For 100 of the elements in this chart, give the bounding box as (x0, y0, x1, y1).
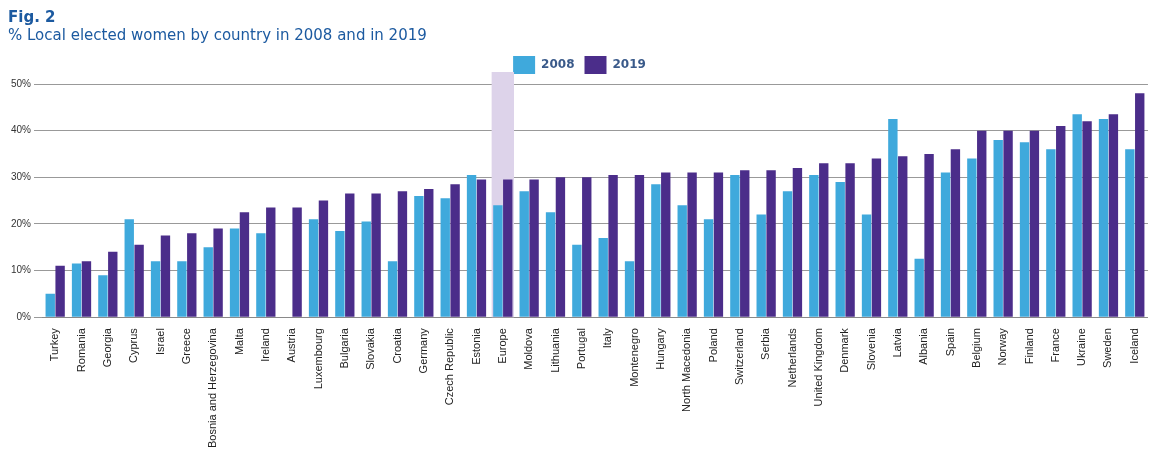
y-tick-label: 20% (11, 217, 32, 229)
bar (924, 153, 934, 317)
x-tick-label: Luxembourg (311, 328, 324, 390)
bar (1003, 130, 1013, 317)
x-tick-label: United Kingdom (811, 328, 824, 407)
x-tick-label: Lithuania (548, 327, 561, 373)
bar (55, 265, 65, 317)
bar (608, 174, 618, 317)
bar (45, 293, 55, 317)
bar (572, 244, 582, 317)
bar (466, 174, 477, 317)
bar (845, 163, 855, 317)
x-tick-label: Belgium (969, 328, 982, 368)
bar (898, 156, 908, 317)
y-tick-label: 0% (16, 310, 32, 322)
x-tick-label: Poland (706, 328, 719, 363)
x-tick-label: Iceland (1127, 328, 1140, 364)
bar (81, 261, 92, 317)
bar (1135, 93, 1145, 317)
bar (545, 212, 556, 317)
bar (292, 207, 302, 317)
bar (703, 219, 714, 317)
x-tick-label: Romania (74, 327, 87, 373)
bar (256, 233, 266, 317)
bar (187, 233, 197, 317)
x-tick-label: Europe (495, 328, 508, 364)
bar (414, 195, 424, 317)
bar (713, 172, 724, 317)
chart-title: Fig. 2 (8, 8, 57, 26)
bar (503, 179, 513, 317)
bar (940, 172, 951, 317)
bar (1029, 130, 1040, 317)
bar (308, 219, 319, 317)
bar (71, 263, 82, 317)
bar (1125, 149, 1135, 317)
bar (809, 174, 819, 317)
bar (134, 244, 144, 317)
bar (150, 261, 161, 317)
bar (387, 261, 398, 317)
bar (177, 261, 187, 317)
x-tick-label: Czech Republic (443, 327, 456, 406)
y-tick-label: 30% (11, 171, 32, 183)
bar (424, 188, 434, 317)
bar (397, 191, 408, 317)
bar (203, 247, 213, 317)
x-tick-label: Israel (153, 328, 166, 356)
bar (1072, 114, 1082, 317)
x-tick-label: Turkey (48, 327, 61, 362)
y-tick-label: 50% (11, 77, 32, 89)
x-tick-label: Bosnia and Herzegovina (206, 327, 219, 448)
x-tick-label: Sweden (1101, 328, 1114, 368)
bar (861, 214, 872, 317)
bar (967, 158, 977, 317)
bar (213, 228, 223, 317)
bar (361, 221, 371, 317)
bar (493, 205, 503, 317)
bar (950, 149, 961, 317)
legend-label: 2019 (612, 57, 646, 72)
bar (239, 212, 250, 317)
x-tick-label: Albania (917, 327, 930, 365)
y-tick-label: 40% (11, 124, 32, 136)
x-tick-label: Slovenia (864, 327, 877, 371)
bar (756, 214, 766, 317)
x-tick-label: Norway (996, 327, 1009, 366)
x-tick-label: Georgia (100, 327, 113, 368)
x-tick-label: North Macedonia (680, 327, 693, 412)
bar (835, 181, 845, 317)
bar (740, 170, 750, 317)
bar (582, 177, 592, 317)
bar (792, 167, 803, 317)
x-tick-label: Estonia (469, 327, 482, 365)
bar (993, 139, 1003, 317)
x-tick-label: Netherlands (785, 327, 798, 388)
bar (1056, 125, 1066, 317)
bar (888, 118, 898, 317)
bar (476, 179, 487, 317)
x-tick-label: Austria (285, 327, 298, 363)
bar (651, 184, 661, 317)
x-tick-label: Hungary (653, 327, 666, 370)
chart-subtitle: % Local elected women by country in 2008 and in 2019 (8, 26, 428, 44)
x-tick-label: Ireland (258, 328, 271, 362)
bar (519, 191, 529, 317)
x-tick-label: Portugal (574, 328, 587, 370)
x-tick-label: Ukraine (1075, 328, 1088, 367)
bar (555, 177, 566, 317)
bar (1019, 142, 1030, 317)
bar (1108, 114, 1119, 317)
x-tick-label: Latvia (890, 327, 903, 358)
bar (1098, 118, 1109, 317)
bar (677, 205, 687, 317)
x-tick-label: Bulgaria (337, 327, 350, 369)
x-tick-label: France (1048, 328, 1061, 363)
bar (318, 200, 329, 317)
bar (108, 251, 118, 317)
x-tick-label: Malta (232, 327, 245, 356)
x-tick-label: Cyprus (127, 327, 140, 363)
bar (440, 198, 450, 317)
bar (782, 191, 793, 317)
bar (871, 158, 882, 317)
bar (977, 130, 987, 317)
